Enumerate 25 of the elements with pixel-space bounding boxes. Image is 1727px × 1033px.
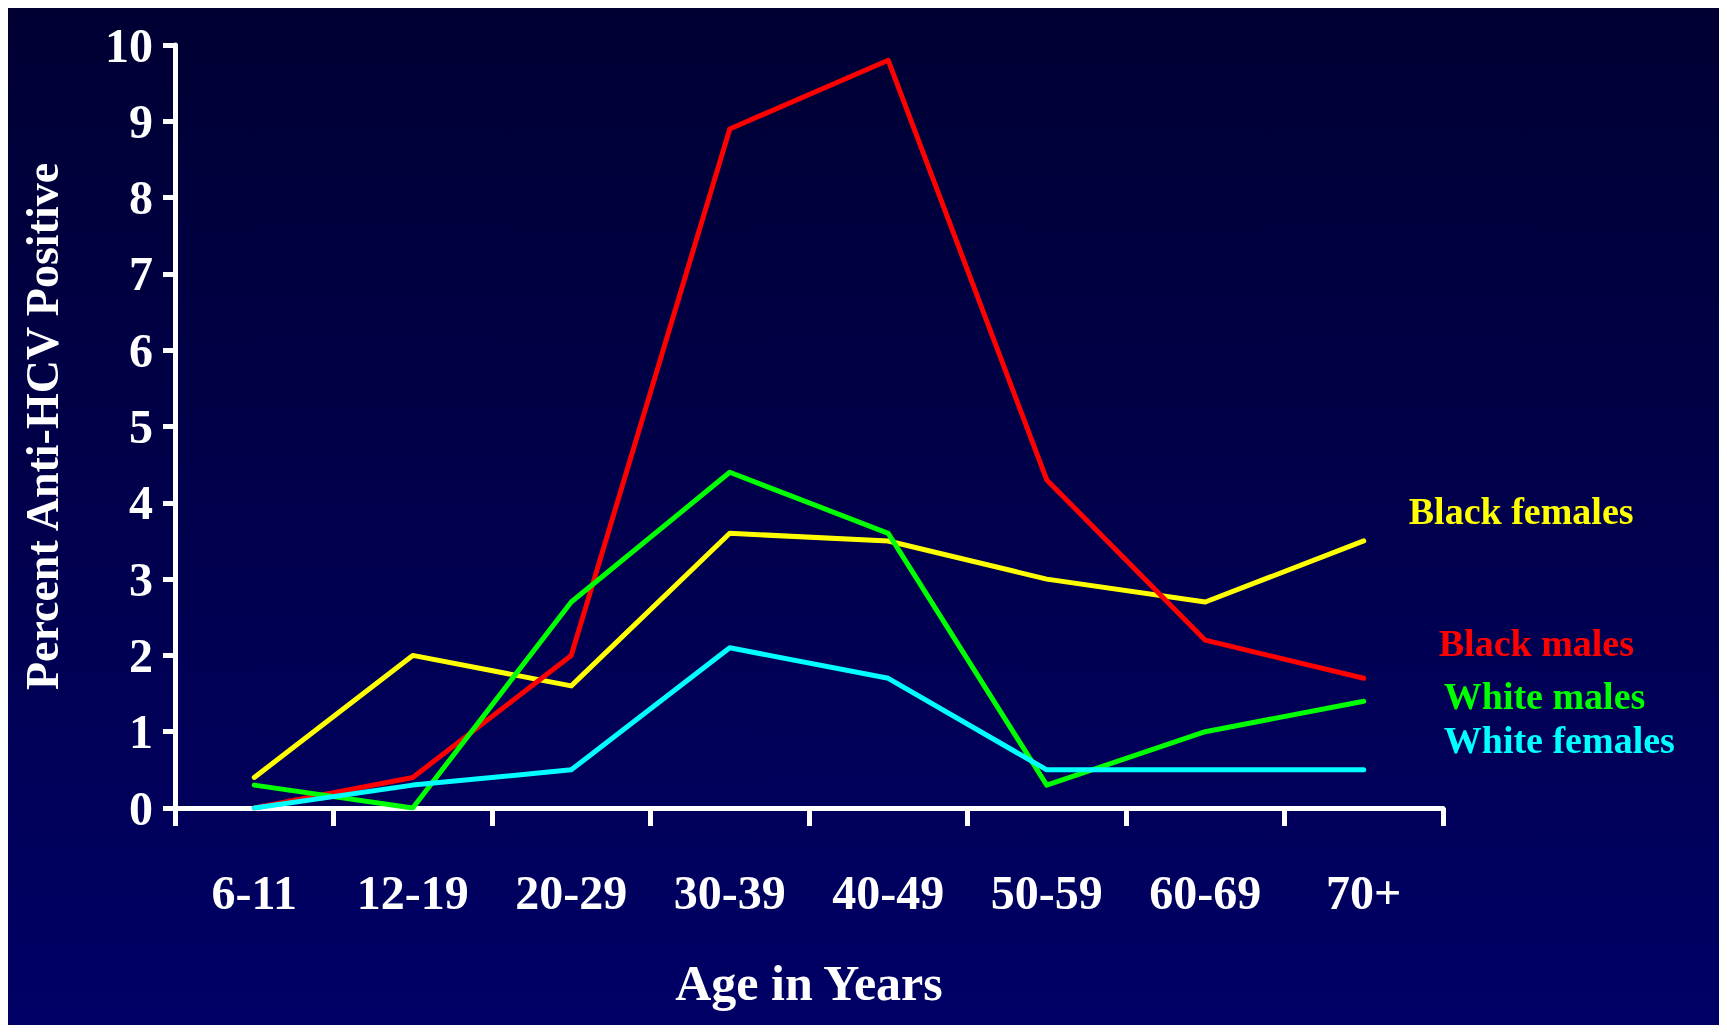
x-tick-label: 50-59 bbox=[990, 865, 1103, 919]
series-label: Black females bbox=[1408, 489, 1634, 532]
x-axis-title: Age in Years bbox=[675, 955, 943, 1011]
text: White males bbox=[1443, 675, 1646, 718]
x-tick-label: 6-11 bbox=[211, 865, 297, 919]
y-tick-label: 1 bbox=[129, 705, 153, 759]
text: White females bbox=[1443, 718, 1675, 761]
x-tick-label: 30-39 bbox=[673, 865, 786, 919]
y-tick-label: 3 bbox=[129, 552, 153, 606]
x-tick-label: 12-19 bbox=[356, 865, 469, 919]
y-tick-label: 7 bbox=[129, 247, 153, 301]
y-tick-label: 4 bbox=[129, 476, 153, 530]
y-axis-title: Percent Anti-HCV Positive bbox=[16, 162, 68, 691]
x-tick-label: 40-49 bbox=[832, 865, 945, 919]
y-tick-label: 2 bbox=[129, 628, 153, 682]
y-tick-label: 6 bbox=[129, 323, 153, 377]
y-tick-label: 5 bbox=[129, 400, 153, 453]
y-tick-label: 0 bbox=[129, 781, 153, 835]
text: Black males bbox=[1438, 622, 1635, 665]
y-tick-label: 10 bbox=[105, 18, 153, 72]
y-tick-label: 8 bbox=[129, 171, 153, 225]
x-tick-label: 20-29 bbox=[515, 865, 628, 919]
y-tick-label: 9 bbox=[129, 94, 153, 148]
x-tick-label: 60-69 bbox=[1149, 865, 1262, 919]
x-tick-label: 70+ bbox=[1326, 865, 1402, 919]
